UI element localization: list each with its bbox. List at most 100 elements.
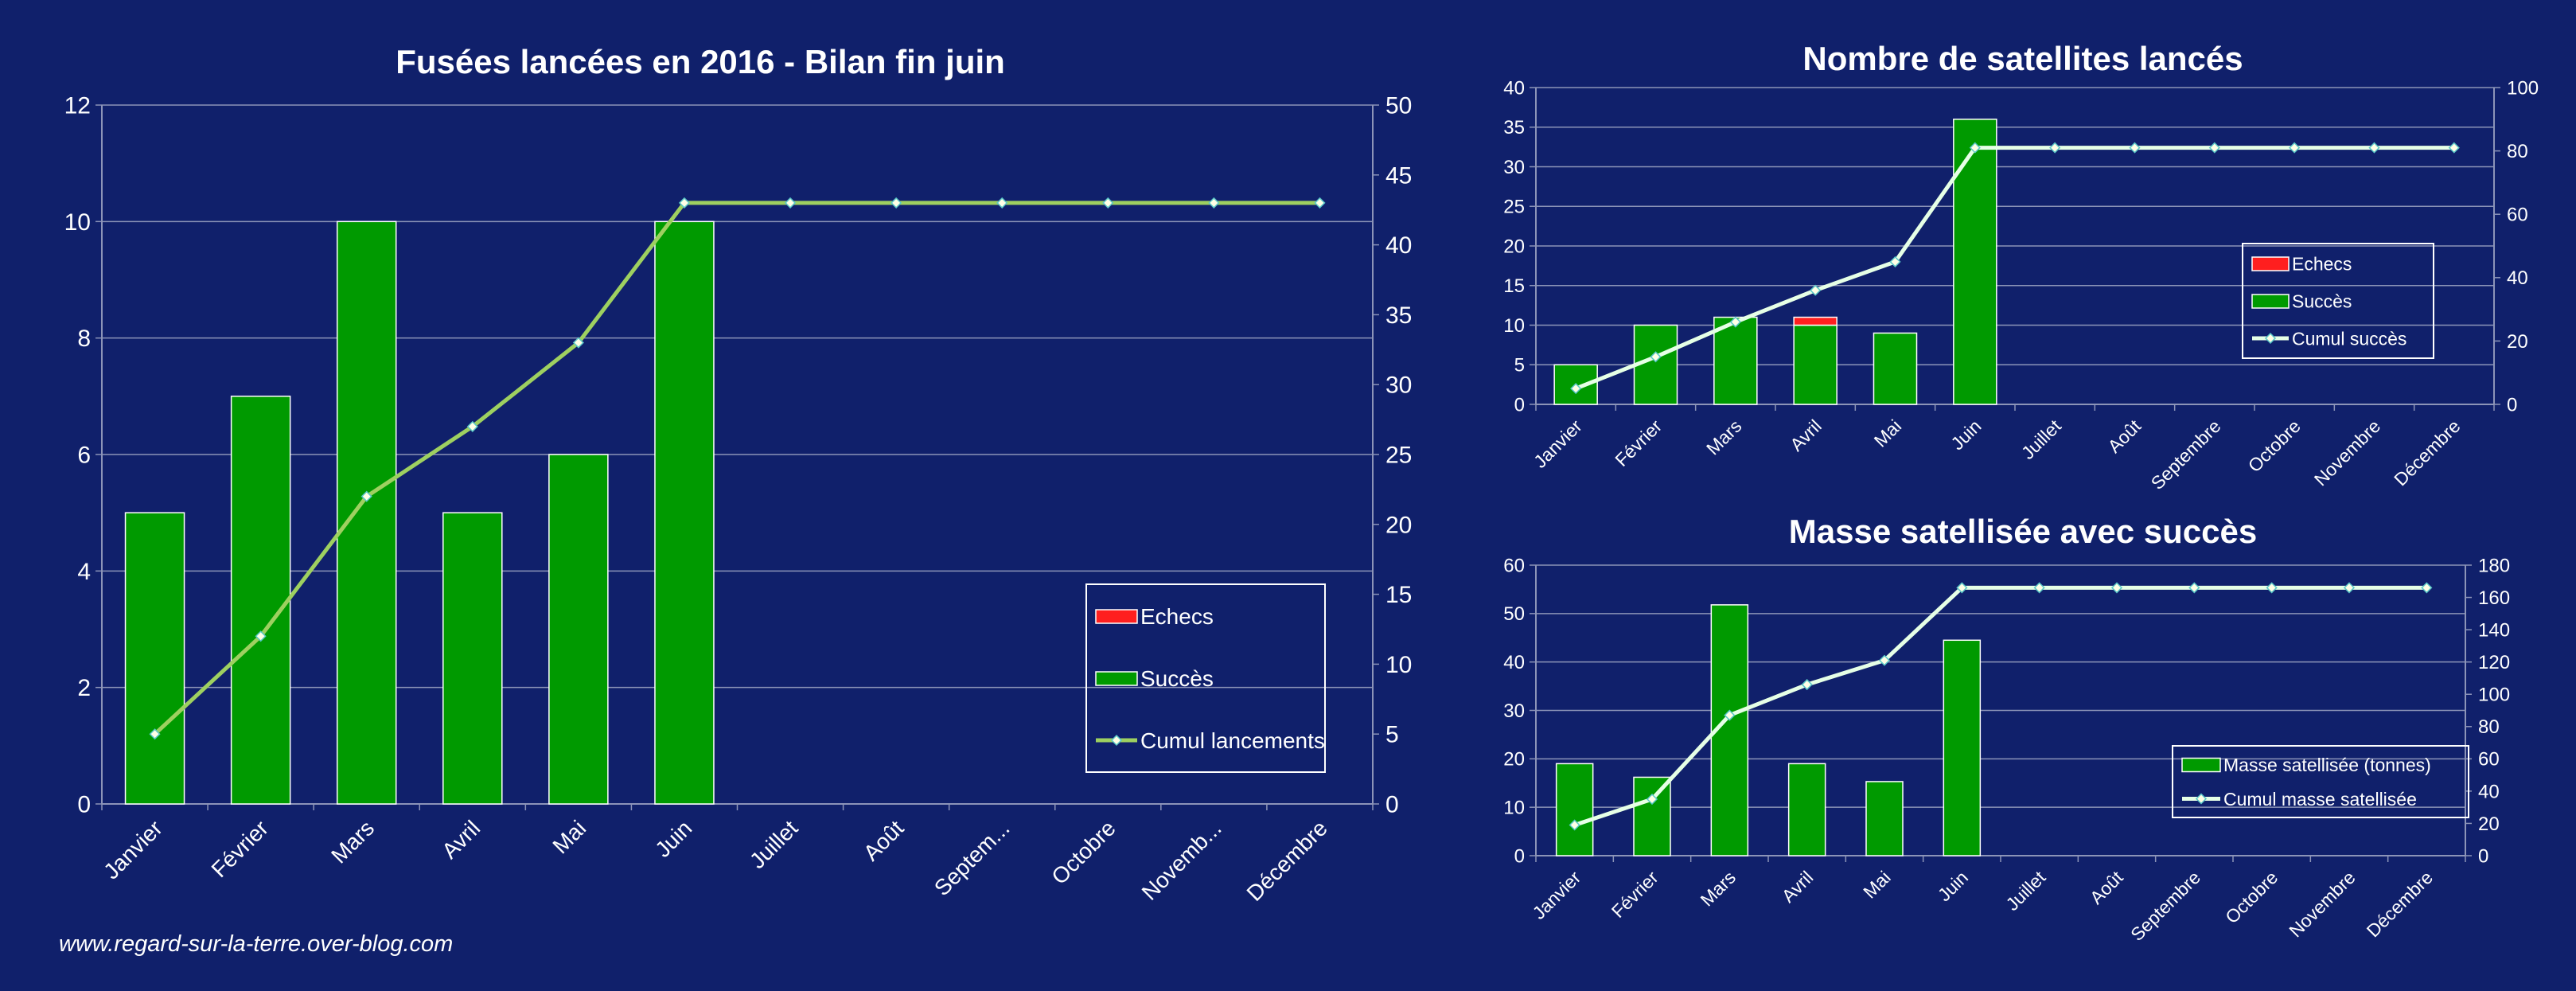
y-tick-label: 5 xyxy=(1514,355,1525,377)
y2-tick-label: 140 xyxy=(2478,620,2510,642)
line-point xyxy=(1102,197,1114,209)
x-tick-label: Novembre xyxy=(2310,416,2384,490)
chart-title: Fusées lancées en 2016 - Bilan fin juin xyxy=(396,43,1005,80)
legend-label: Succès xyxy=(1140,666,1214,691)
bar-echecs xyxy=(1793,316,1837,326)
bar-succ-s xyxy=(336,220,397,805)
series-line xyxy=(153,201,1320,736)
legend-label: Masse satellisée (tonnes) xyxy=(2223,755,2431,775)
chart-2: Nombre de satellites lancés 0 5 10 15 20 25 30 3… xyxy=(1503,40,2539,494)
x-tick-label: Avril xyxy=(437,816,485,864)
line-point xyxy=(1569,819,1580,831)
y-tick-label: 15 xyxy=(1503,275,1525,297)
x-tick-label: Juillet xyxy=(2001,867,2049,915)
line-point xyxy=(466,420,478,432)
x-tick-label: Novembre xyxy=(2285,867,2359,941)
y2-tick-label: 0 xyxy=(1385,792,1399,818)
y2-tick-label: 0 xyxy=(2507,394,2517,416)
legend-box xyxy=(2172,745,2469,818)
line-point xyxy=(1801,678,1813,691)
line-point xyxy=(1878,654,1891,666)
x-tick-label: Août xyxy=(2086,867,2127,908)
legend-swatch-marker xyxy=(1110,734,1123,747)
legend-label: Cumul lancements xyxy=(1140,728,1325,753)
legend-swatch-marker xyxy=(2264,332,2277,345)
legend-swatch xyxy=(2181,757,2221,773)
y2-tick-label: 60 xyxy=(2478,749,2500,771)
y2-tick-label: 30 xyxy=(1385,373,1412,399)
line-point xyxy=(2110,582,2123,594)
line-point xyxy=(2289,142,2301,154)
legend-label: Echecs xyxy=(2292,253,2352,274)
y-tick-label: 12 xyxy=(64,93,91,119)
bar-masse-satellis-e-tonnes- xyxy=(1787,763,1826,856)
bar-succ-s xyxy=(1633,324,1678,405)
y2-tick-label: 120 xyxy=(2478,652,2510,673)
y-tick-label: 0 xyxy=(77,792,91,818)
bar-masse-satellis-e-tonnes- xyxy=(1633,776,1671,856)
legend-swatch xyxy=(1095,671,1138,686)
y-tick-label: 10 xyxy=(64,209,91,236)
line-point xyxy=(2343,582,2356,594)
y2-tick-label: 100 xyxy=(2478,685,2510,706)
bar-succ-s xyxy=(124,512,185,805)
line-point xyxy=(2049,142,2061,154)
y2-tick-label: 40 xyxy=(1385,232,1412,259)
legend-box xyxy=(1085,583,1326,773)
bar-succ-s xyxy=(230,396,291,805)
y2-tick-label: 35 xyxy=(1385,302,1412,329)
x-tick-label: Octobre xyxy=(2221,867,2282,927)
series-line xyxy=(1573,585,2427,827)
x-tick-label: Mai xyxy=(1870,416,1906,451)
line-point xyxy=(1570,383,1582,395)
line-point xyxy=(1650,351,1662,363)
y2-tick-label: 180 xyxy=(2478,555,2510,576)
bar-succ-s xyxy=(1713,316,1758,405)
line-point xyxy=(1889,256,1901,267)
y-tick-label: 25 xyxy=(1503,197,1525,218)
line-point xyxy=(1208,197,1220,209)
bar-succ-s xyxy=(548,454,609,805)
bar-succ-s xyxy=(442,512,503,805)
x-tick-label: Mars xyxy=(326,816,379,868)
bar-succ-s xyxy=(1793,324,1837,405)
legend: Echecs Succès Cumul succès xyxy=(2242,243,2434,359)
line-point xyxy=(1969,142,1981,154)
y-tick-label: 40 xyxy=(1503,77,1525,99)
x-tick-label: Décembre xyxy=(2363,867,2437,941)
y-tick-label: 40 xyxy=(1503,652,1525,673)
line-point xyxy=(2208,142,2220,154)
x-tick-label: Septem... xyxy=(929,816,1015,901)
x-tick-label: Janvier xyxy=(1530,416,1586,472)
x-tick-label: Janvier xyxy=(1529,867,1585,923)
y-tick-label: 0 xyxy=(1514,394,1525,416)
y-tick-label: 6 xyxy=(77,443,91,469)
line-point xyxy=(2421,582,2433,594)
legend-swatch xyxy=(2251,294,2290,309)
y2-tick-label: 40 xyxy=(2478,781,2500,802)
legend-swatch xyxy=(1095,609,1138,624)
x-tick-label: Novemb... xyxy=(1137,816,1226,905)
line-point xyxy=(360,490,372,502)
y2-tick-label: 15 xyxy=(1385,582,1412,608)
y-tick-label: 10 xyxy=(1503,798,1525,819)
x-tick-label: Septembre xyxy=(2147,416,2225,494)
line-point xyxy=(572,337,584,349)
bar-masse-satellis-e-tonnes- xyxy=(1865,781,1904,856)
y2-tick-label: 0 xyxy=(2478,845,2488,867)
y2-tick-label: 5 xyxy=(1385,722,1399,748)
footer-url: www.regard-sur-la-terre.over-blog.com xyxy=(59,931,454,957)
y2-tick-label: 20 xyxy=(2507,331,2528,353)
y-tick-label: 30 xyxy=(1503,700,1525,722)
x-tick-label: Juin xyxy=(1947,416,1985,454)
line-point xyxy=(784,197,797,209)
y2-tick-label: 80 xyxy=(2478,716,2500,738)
legend: Echecs Succès Cumul lancements xyxy=(1085,583,1326,773)
bar-masse-satellis-e-tonnes- xyxy=(1555,763,1594,856)
y2-tick-label: 10 xyxy=(1385,652,1412,678)
x-tick-label: Août xyxy=(859,816,909,866)
x-tick-label: Avril xyxy=(1778,867,1818,907)
x-tick-label: Mars xyxy=(1702,416,1746,459)
y-tick-label: 60 xyxy=(1503,555,1525,576)
